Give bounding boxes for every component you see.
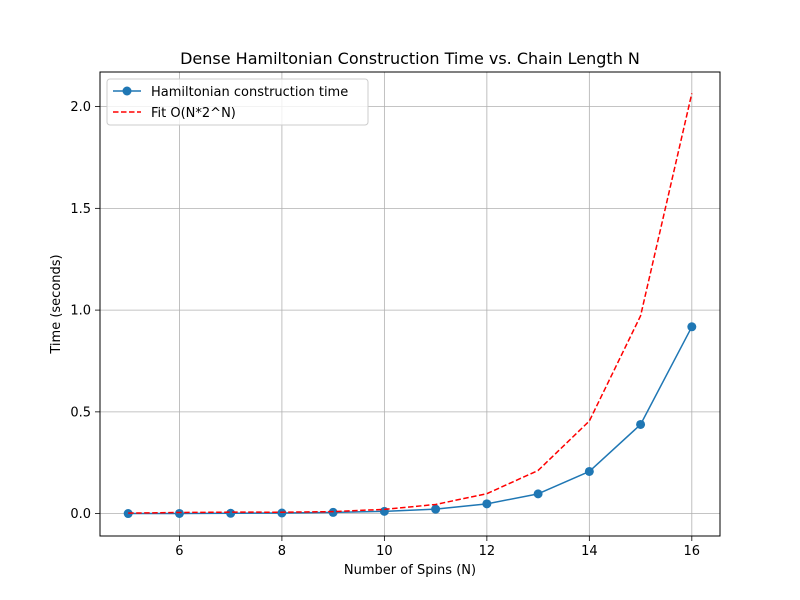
y-tick-label: 0.0	[70, 507, 91, 522]
plot-frame	[99, 71, 721, 537]
x-tick-label: 16	[684, 544, 701, 559]
data-point	[584, 466, 594, 476]
legend-label-measured: Hamiltonian construction time	[151, 85, 348, 100]
x-tick-label: 6	[175, 544, 183, 559]
data-point	[431, 504, 441, 514]
x-tick-label: 12	[479, 544, 496, 559]
legend-marker-measured	[122, 86, 132, 96]
x-tick-label: 14	[581, 544, 598, 559]
data-point	[123, 509, 133, 519]
series-line-measured	[128, 326, 693, 515]
data-point	[636, 419, 646, 429]
legend-box	[106, 78, 369, 126]
y-tick-label: 1.0	[70, 304, 91, 319]
y-axis-label: Time (seconds)	[49, 254, 64, 354]
x-tick-label: 8	[278, 544, 286, 559]
data-point	[482, 499, 492, 509]
y-tick-label: 0.5	[70, 405, 91, 420]
grid	[100, 72, 720, 536]
chart-title: Dense Hamiltonian Construction Time vs. …	[180, 49, 640, 68]
data-point	[226, 508, 236, 518]
data-point	[533, 489, 543, 499]
data-point	[277, 508, 287, 518]
series-layer	[123, 93, 697, 519]
x-tick-label: 10	[376, 544, 393, 559]
legend-label-fit: Fit O(N*2^N)	[151, 106, 236, 121]
series-line-fit	[128, 93, 693, 514]
data-point	[379, 506, 389, 516]
data-point	[328, 507, 338, 517]
y-tick-label: 1.5	[70, 202, 91, 217]
x-axis-label: Number of Spins (N)	[344, 563, 476, 578]
data-point	[174, 508, 184, 518]
data-point	[687, 322, 697, 332]
ticks: 6 8 10 12 14 16 0.0 0.5 1.0 1.5 2.0	[70, 100, 700, 559]
legend: Hamiltonian construction time Fit O(N*2^…	[106, 78, 369, 126]
y-tick-label: 2.0	[70, 100, 91, 115]
